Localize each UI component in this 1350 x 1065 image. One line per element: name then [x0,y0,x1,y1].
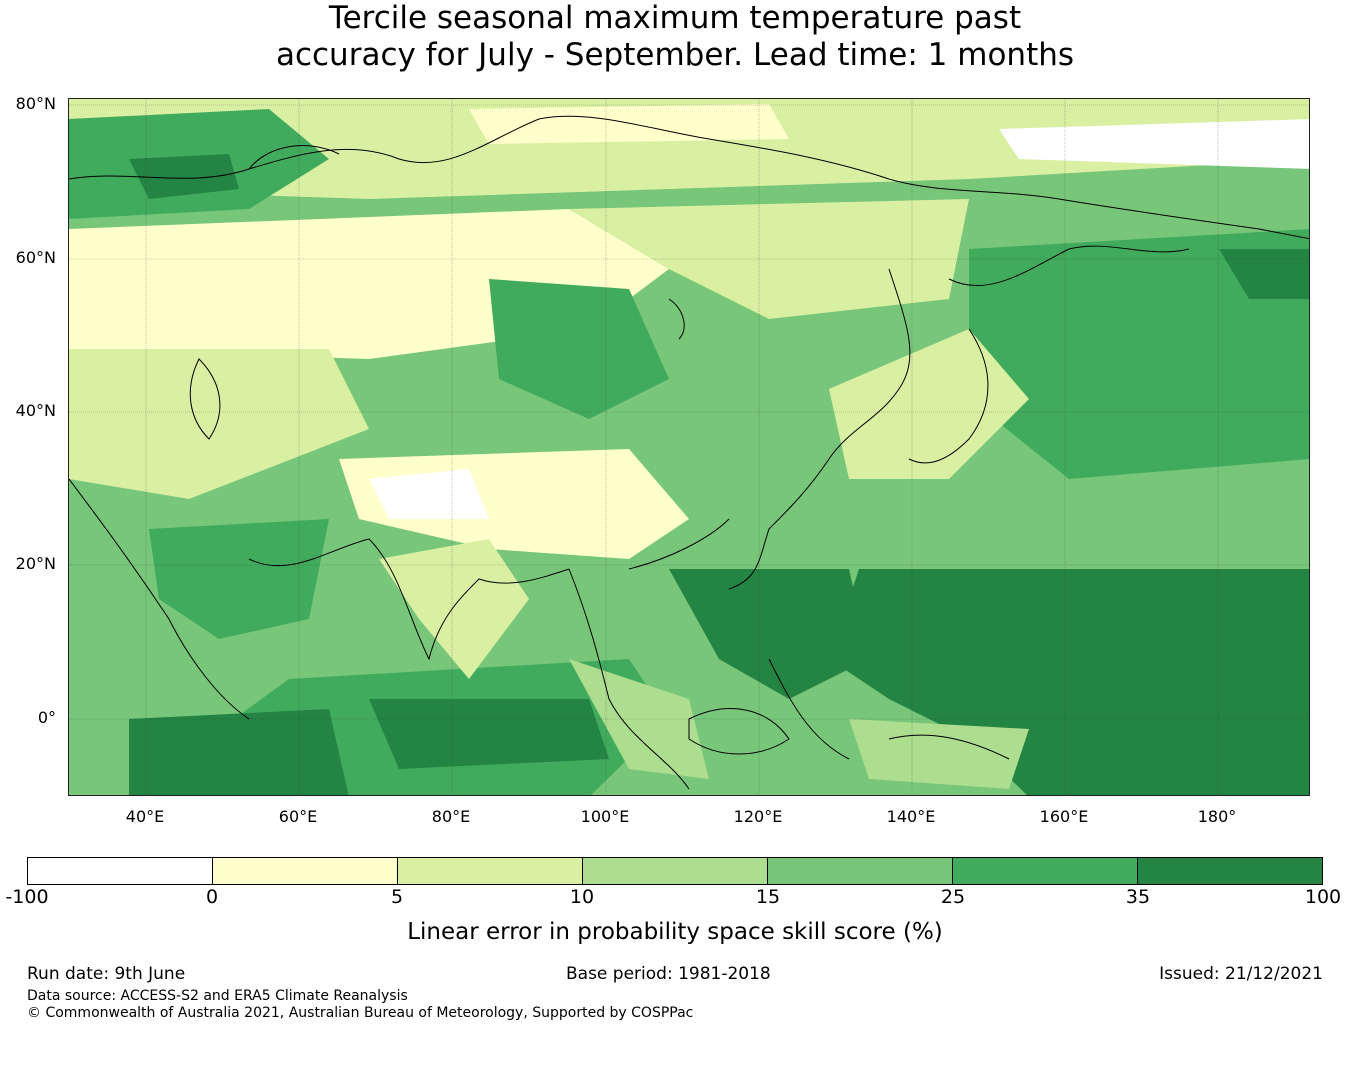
caspian-region [69,349,369,499]
colorbar-segment-3 [398,858,583,884]
bay-of-bengal-high-skill-region [369,699,609,769]
colorbar-tick: 10 [569,886,595,908]
colorbar-tick: 5 [390,886,404,908]
arctic-region [69,99,1309,199]
tibet-low-skill-region [369,469,489,519]
title-line-2: accuracy for July - September. Lead time… [275,37,1075,73]
lat-label-0: 0° [37,708,56,727]
colorbar-segment-4 [583,858,768,884]
data-source: Data source: ACCESS-S2 and ERA5 Climate … [27,988,408,1004]
base-period: Base period: 1981-2018 [566,964,771,984]
colorbar-segment-7 [1138,858,1322,884]
lat-label-40n: 40°N [15,401,56,420]
title-line-1: Tercile seasonal maximum temperature pas… [328,0,1022,36]
colorbar-label: Linear error in probability space skill … [407,919,943,945]
lon-label-120e: 120°E [733,807,783,826]
lon-label-160e: 160°E [1039,807,1089,826]
lat-label-20n: 20°N [15,554,56,573]
lat-label-80n: 80°N [15,94,56,113]
nw-pacific-region [969,229,1309,479]
issued-date: Issued: 21/12/2021 [1159,964,1323,984]
bering-sea-high-skill-region [1219,249,1309,299]
lon-label-60e: 60°E [278,807,318,826]
map-title: Tercile seasonal maximum temperature pas… [0,0,1350,74]
lon-label-40e: 40°E [125,807,165,826]
lon-label-180: 180° [1197,807,1237,826]
colorbar-tick: 15 [755,886,781,908]
lon-label-100e: 100°E [580,807,630,826]
colorbar-segment-1 [28,858,213,884]
colorbar-tick: 25 [940,886,966,908]
colorbar [27,857,1323,885]
lat-label-60n: 60°N [15,248,56,267]
arctic-low-skill-region [999,119,1309,169]
kara-sea-region [469,104,789,144]
colorbar-segment-2 [213,858,398,884]
india-region [379,539,529,679]
mongolia-region [489,279,669,419]
scandinavia-high-skill-region [129,154,239,199]
map-canvas [69,99,1309,795]
colorbar-tick: 0 [205,886,219,908]
lon-label-80e: 80°E [431,807,471,826]
colorbar-segment-5 [768,858,953,884]
east-asia-region [829,329,1029,479]
colorbar-tick: -100 [5,886,49,908]
skill-score-map [68,98,1310,796]
lon-label-140e: 140°E [886,807,936,826]
south-china-sea-high-skill-region [669,569,869,699]
coastlines [69,115,1309,790]
arabia-region [149,519,329,639]
pacific-high-skill-region [829,569,1309,795]
western-indian-ocean-region [129,709,349,795]
colorbar-tick: 100 [1304,886,1342,908]
colorbar-segment-6 [953,858,1138,884]
colorbar-tick: 35 [1125,886,1151,908]
copyright: © Commonwealth of Australia 2021, Austra… [27,1005,694,1021]
run-date: Run date: 9th June [27,964,186,984]
new-guinea-region [849,719,1029,789]
